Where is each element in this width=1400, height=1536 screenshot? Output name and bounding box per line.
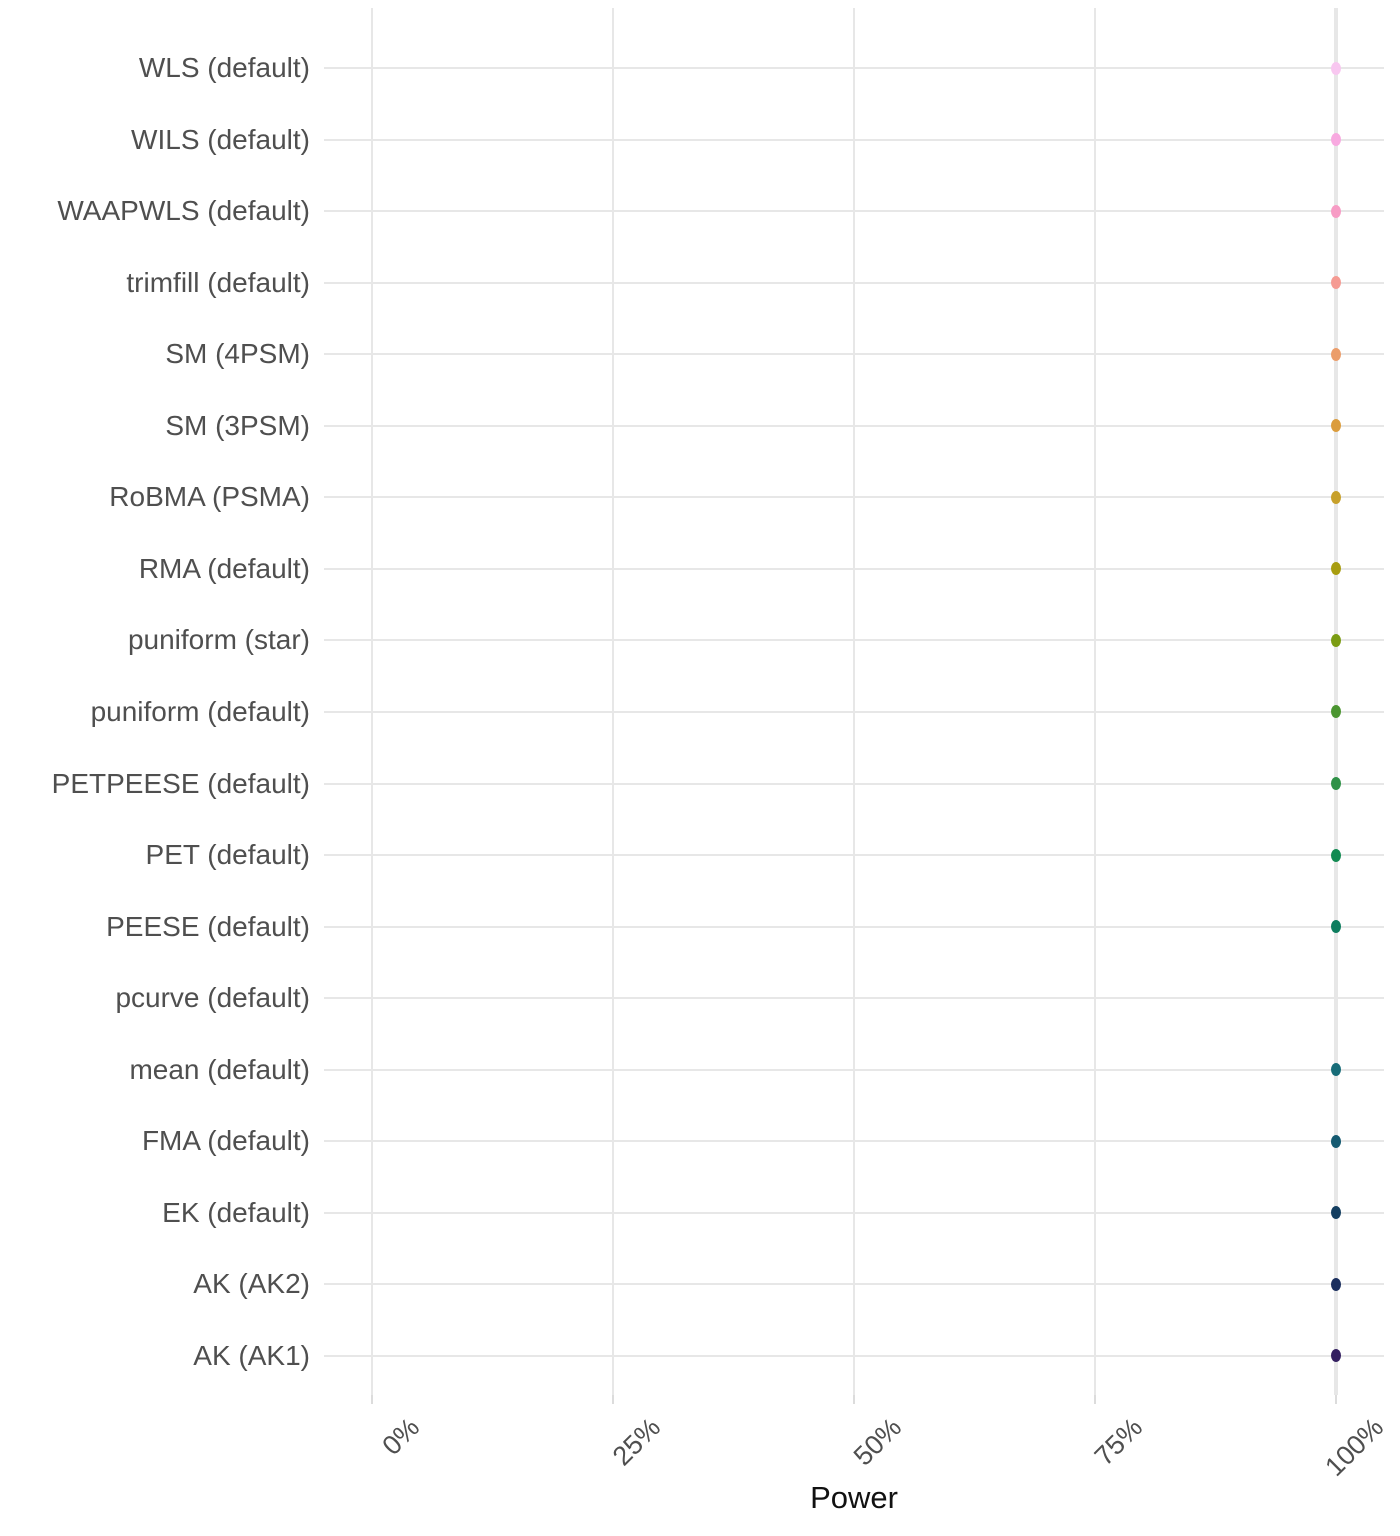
y-axis-label: AK (AK1) bbox=[193, 1339, 310, 1371]
data-point bbox=[1331, 920, 1341, 934]
y-axis-label: SM (4PSM) bbox=[165, 338, 310, 370]
y-axis-label: puniform (default) bbox=[90, 695, 310, 727]
data-point bbox=[1331, 276, 1341, 290]
x-axis-tick-label: 25% bbox=[606, 1412, 667, 1472]
y-gridline bbox=[324, 997, 1384, 1000]
data-point bbox=[1331, 1277, 1341, 1291]
y-gridline bbox=[324, 1283, 1384, 1286]
x-axis-tick bbox=[853, 1395, 855, 1404]
y-gridline bbox=[324, 1140, 1384, 1143]
data-point bbox=[1331, 848, 1341, 862]
y-gridline bbox=[324, 210, 1384, 213]
x-axis-tick bbox=[1094, 1395, 1096, 1404]
y-axis-label: puniform (star) bbox=[127, 624, 310, 656]
y-gridline bbox=[324, 854, 1384, 857]
y-axis-label: trimfill (default) bbox=[126, 266, 310, 298]
x-gridline bbox=[1334, 8, 1338, 1395]
y-gridline bbox=[324, 496, 1384, 499]
x-axis-tick-label: 75% bbox=[1088, 1412, 1149, 1472]
y-axis-label: PETPEESE (default) bbox=[51, 767, 310, 799]
x-axis-tick bbox=[612, 1395, 614, 1404]
data-point bbox=[1331, 133, 1341, 147]
x-axis-title: Power bbox=[810, 1480, 898, 1515]
data-point bbox=[1331, 1206, 1341, 1220]
data-point bbox=[1331, 1134, 1341, 1148]
x-axis-tick-label: 50% bbox=[847, 1412, 908, 1472]
y-axis-label: WAAPWLS (default) bbox=[57, 195, 310, 227]
y-gridline bbox=[324, 138, 1384, 141]
y-gridline bbox=[324, 782, 1384, 785]
y-gridline bbox=[324, 925, 1384, 928]
data-point bbox=[1331, 204, 1341, 218]
x-axis-tick bbox=[371, 1395, 373, 1404]
data-point bbox=[1331, 633, 1341, 647]
data-point bbox=[1331, 562, 1341, 576]
y-gridline bbox=[324, 639, 1384, 642]
x-gridline bbox=[853, 8, 855, 1395]
y-axis-label: SM (3PSM) bbox=[165, 409, 310, 441]
y-axis-label: PEESE (default) bbox=[106, 910, 310, 942]
x-gridline bbox=[1094, 8, 1096, 1395]
y-axis-label: WILS (default) bbox=[131, 123, 310, 155]
y-axis-label: EK (default) bbox=[162, 1196, 310, 1228]
data-point bbox=[1331, 1063, 1341, 1077]
y-gridline bbox=[324, 1354, 1384, 1357]
data-point bbox=[1331, 705, 1341, 719]
x-axis-tick bbox=[1335, 1395, 1337, 1404]
y-gridline bbox=[324, 353, 1384, 356]
data-point bbox=[1331, 419, 1341, 433]
data-point bbox=[1331, 61, 1341, 75]
y-gridline bbox=[324, 424, 1384, 427]
y-gridline bbox=[324, 1211, 1384, 1214]
y-gridline bbox=[324, 67, 1384, 69]
data-point bbox=[1331, 347, 1341, 361]
data-point bbox=[1331, 1349, 1341, 1363]
y-gridline bbox=[324, 567, 1384, 570]
y-gridline bbox=[324, 281, 1384, 284]
x-axis-tick-label: 0% bbox=[376, 1412, 426, 1461]
y-axis-label: AK (AK2) bbox=[193, 1268, 310, 1300]
y-axis-label: RoBMA (PSMA) bbox=[109, 481, 310, 513]
x-gridline bbox=[612, 8, 614, 1395]
data-point bbox=[1331, 777, 1341, 790]
y-gridline bbox=[324, 1068, 1384, 1071]
y-axis-label: FMA (default) bbox=[141, 1125, 310, 1157]
y-axis-label: WLS (default) bbox=[138, 52, 310, 83]
y-axis-label: RMA (default) bbox=[138, 552, 310, 584]
y-axis-label: PET (default) bbox=[145, 839, 310, 871]
x-axis-tick-label: 100% bbox=[1319, 1412, 1390, 1483]
y-gridline bbox=[324, 710, 1384, 713]
data-point bbox=[1331, 490, 1341, 504]
y-axis-label: pcurve (default) bbox=[115, 982, 310, 1014]
y-axis-label: mean (default) bbox=[129, 1053, 310, 1085]
x-gridline bbox=[371, 8, 373, 1395]
